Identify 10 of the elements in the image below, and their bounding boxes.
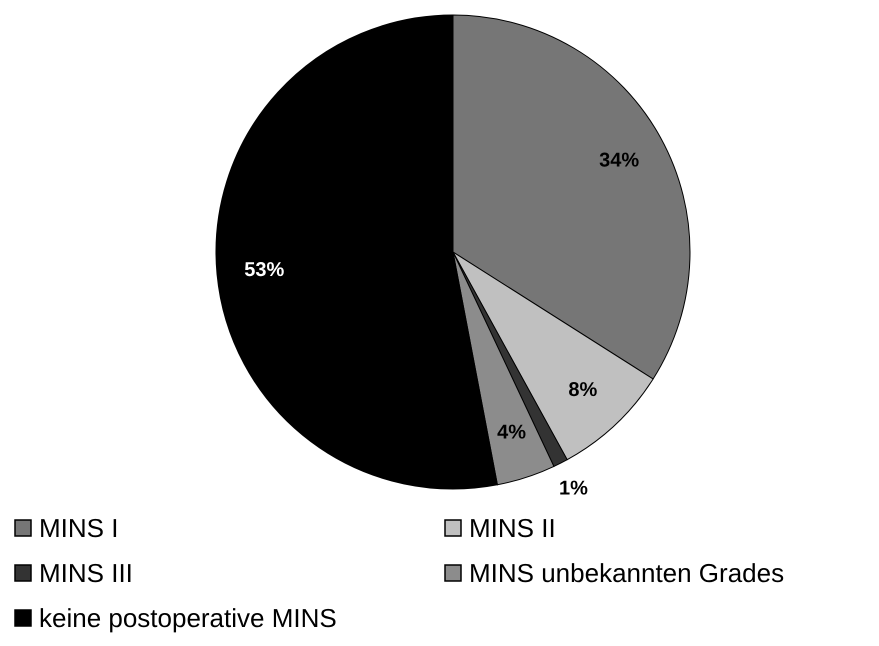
data-label: 1% — [559, 478, 588, 500]
legend-label: MINS II — [469, 513, 556, 543]
data-label: 53% — [244, 258, 284, 281]
legend-label: MINS III — [39, 558, 133, 588]
legend-label: MINS unbekannten Grades — [469, 558, 784, 588]
data-label: 8% — [568, 379, 598, 402]
data-label: 4% — [497, 421, 526, 444]
data-label: 34% — [599, 150, 640, 172]
legend-label: keine postoperative MINS — [39, 603, 337, 633]
legend-label: MINS I — [39, 513, 118, 543]
